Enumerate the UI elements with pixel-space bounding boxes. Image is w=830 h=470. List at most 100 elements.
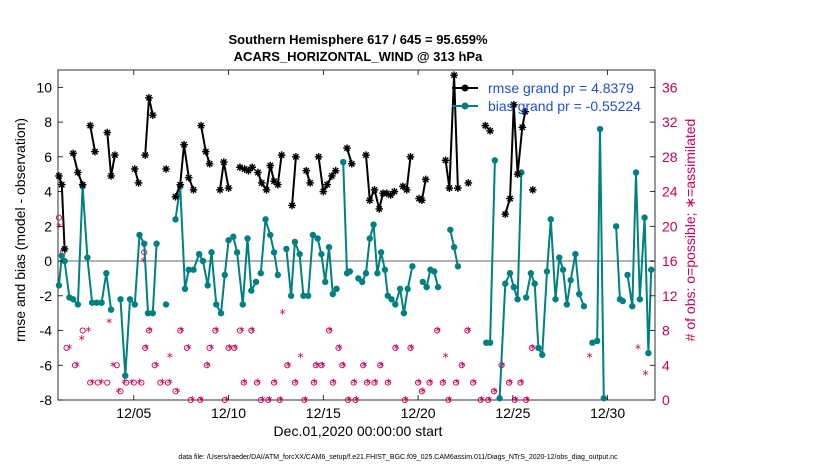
rmse-point-core [308,180,313,185]
obs-possible-marker [377,362,384,369]
bias-point [450,243,458,251]
bias-point [454,263,462,270]
obs-possible-marker [490,388,497,395]
rmse-line-segment [89,125,96,152]
obs-assimilated-marker: * [140,255,146,269]
obs-possible-marker [104,379,111,386]
rmse-point [319,187,328,196]
obs-possible-marker [458,362,465,369]
rmse-point-core [316,154,321,159]
bias-point [117,296,124,303]
bias-point [612,223,620,230]
rmse-point [288,201,296,210]
rmse-point [328,172,336,180]
bias-point [381,266,389,273]
obs-possible-marker [225,344,232,351]
rmse-point [57,180,66,189]
rmse-point-core [279,153,284,158]
obs-assimilated-marker: * [331,377,337,391]
obs-assimilated-marker: * [209,342,215,356]
bias-point [230,233,237,240]
bias-point [107,306,115,313]
obs-assimilated-marker: * [492,385,498,399]
obs-assimilated-marker: * [143,342,149,356]
rmse-point-core [508,196,513,201]
bias-point [514,296,521,303]
obs-possible-marker [183,344,190,351]
rmse-point [184,173,193,182]
x-tick-label: 12/25 [495,405,530,421]
obs-possible-marker [426,379,433,386]
bias-point [69,296,77,303]
bias-point [366,235,373,242]
obs-possible-marker [523,396,530,404]
y-tick-label: 10 [36,79,52,95]
rmse-point [441,156,450,165]
obs-possible-marker [352,396,359,404]
rmse-point-core [132,167,137,171]
obs-assimilated-marker: * [249,325,255,339]
obs-assimilated-marker: * [227,342,233,356]
obs-assimilated-marker: * [435,325,441,339]
rmse-point-core [150,113,155,118]
rmse-point [370,186,379,194]
obs-assimilated-marker: * [174,385,180,399]
obs-assimilated-marker: * [285,359,291,373]
rmse-point-core [488,128,493,133]
bias-point [333,285,340,293]
rmse-point-core [218,187,223,192]
bias-point [322,278,329,286]
bias-point [619,297,626,305]
obs-assimilated-marker: * [147,325,153,339]
obs-assimilated-marker: * [302,394,308,408]
rmse-point [216,186,224,194]
x-tick-label: 12/30 [590,405,625,421]
rmse-line-segment [291,156,297,206]
obs-possible-marker [477,396,484,404]
rmse-point [180,140,188,149]
y-tick-label: 8 [44,114,52,130]
obs-assimilated-marker: * [346,394,352,408]
obs-possible-marker [439,379,446,386]
rmse-line-segment [444,74,459,190]
bias-point [257,270,264,277]
bias-point [225,237,232,244]
rmse-point-core [242,167,247,171]
plot-frame [57,69,656,401]
bias-point [374,270,381,277]
bias-point [195,250,203,258]
rmse-point [69,149,77,158]
bias-point [624,271,631,279]
obs-assimilated-marker: * [378,359,384,373]
bias-point [262,216,269,223]
rmse-point [292,153,300,161]
rmse-point [302,166,311,175]
obs-assimilated-marker: * [255,377,261,391]
obs-assimilated-marker: * [587,351,593,365]
rmse-point [450,71,458,80]
rmse-point-core [447,186,452,191]
obs-possible-marker [392,344,399,351]
plot-area-border [57,69,656,401]
rmse-point [176,180,185,189]
rmse-point-core [191,187,196,192]
bias-line-segment [626,171,653,355]
rmse-point-core [207,161,212,166]
y-tick-label: -2 [40,288,53,304]
rmse-point-core [321,189,326,194]
bias-point [58,252,65,260]
obs-assimilated-marker: * [340,359,346,373]
chart-title: Southern Hemisphere 617 / 645 = 95.659% [228,32,487,47]
bias-point [122,372,129,379]
rmse-point [78,180,87,189]
rmse-point [464,179,473,187]
bias-point [431,268,438,275]
obs-assimilated-marker: * [479,394,485,408]
obs-possible-marker [415,379,422,386]
obs-possible-marker [142,344,149,351]
x-axis-label: Dec.01,2020 00:00:00 start [274,423,443,439]
bias-point [419,278,427,286]
obs-possible-marker [329,379,336,386]
obs-assimilated-marker: * [129,377,135,391]
rmse-point-core [264,187,269,192]
